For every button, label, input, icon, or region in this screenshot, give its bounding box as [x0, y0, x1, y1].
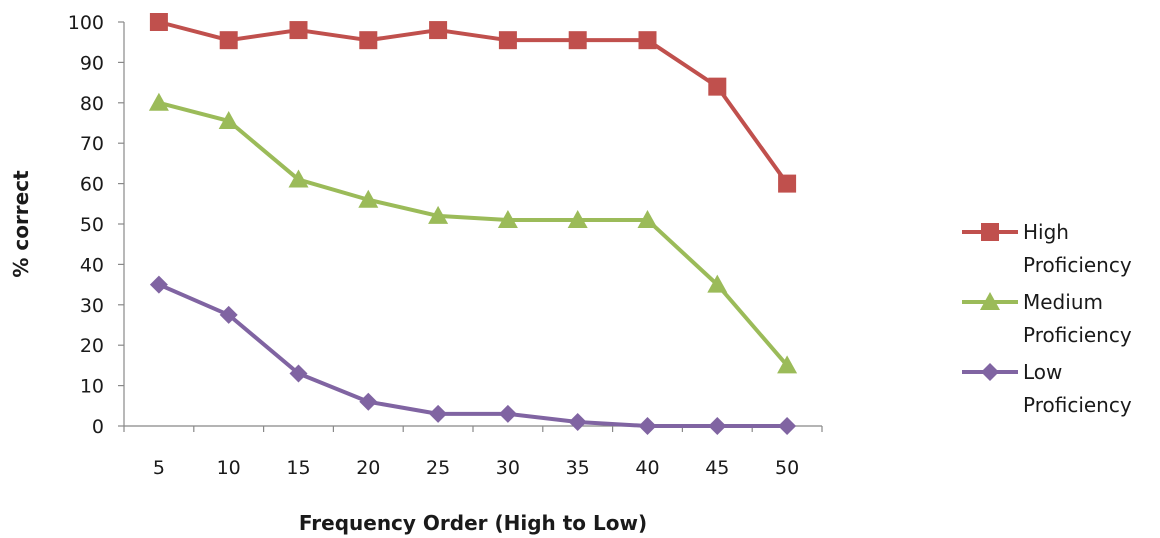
- data-point: [289, 21, 308, 40]
- axes: 0 10 20 30 40 50 60 70 80 90 100 5 10 15 20 25 30 35 40 45…: [68, 12, 823, 479]
- data-point: [359, 392, 378, 411]
- legend-label: Proficiency: [1023, 253, 1132, 277]
- data-point: [778, 417, 797, 435]
- x-tick-label: 20: [356, 457, 380, 479]
- data-point: [568, 31, 587, 50]
- y-tick-label: 70: [80, 133, 104, 155]
- x-tick-label: 30: [496, 457, 520, 479]
- data-point: [638, 31, 657, 50]
- y-tick-label: 20: [80, 335, 104, 357]
- legend-marker: [981, 223, 999, 241]
- y-tick-label: 0: [92, 416, 104, 438]
- legend-label: Proficiency: [1023, 323, 1132, 347]
- series-layer: [148, 13, 798, 435]
- data-point: [428, 205, 449, 224]
- data-point: [148, 92, 169, 111]
- x-tick-label: 45: [705, 457, 729, 479]
- x-ticks: 5 10 15 20 25 30 35 40 45 50: [123, 426, 823, 479]
- data-point: [567, 209, 588, 228]
- data-point: [497, 209, 518, 228]
- data-point: [359, 31, 378, 50]
- y-tick-label: 50: [80, 214, 104, 236]
- series-line: [158, 100, 789, 367]
- data-point: [778, 174, 797, 193]
- series-line: [158, 282, 788, 428]
- y-tick-label: 10: [80, 376, 104, 398]
- legend-label: Proficiency: [1023, 393, 1132, 417]
- data-point: [288, 169, 309, 188]
- data-point: [637, 209, 658, 228]
- x-tick-label: 25: [426, 457, 450, 479]
- data-point: [149, 13, 168, 31]
- y-tick-label: 100: [68, 12, 104, 34]
- legend: High Proficiency Medium Proficiency Low Profi…: [962, 220, 1132, 417]
- legend-marker: [981, 363, 999, 381]
- y-axis-title: % correct: [9, 170, 33, 278]
- series-diamond: [149, 275, 797, 435]
- y-tick-label: 80: [80, 93, 104, 115]
- legend-item: Medium Proficiency: [962, 290, 1132, 347]
- y-tick-label: 40: [80, 254, 104, 276]
- data-point: [638, 417, 657, 435]
- y-tick-label: 90: [80, 52, 104, 74]
- legend-item: Low Proficiency: [962, 360, 1132, 417]
- data-point: [708, 77, 727, 96]
- legend-item: High Proficiency: [962, 220, 1132, 277]
- data-point: [429, 404, 448, 423]
- data-point: [219, 31, 238, 50]
- y-ticks: 0 10 20 30 40 50 60 70 80 90 100: [68, 12, 124, 438]
- y-tick-label: 60: [80, 174, 104, 196]
- legend-label: Low: [1023, 360, 1062, 384]
- x-tick-label: 50: [775, 457, 799, 479]
- series-square: [149, 13, 797, 193]
- series-line: [158, 20, 789, 185]
- x-axis-title: Frequency Order (High to Low): [299, 511, 647, 535]
- data-point: [289, 364, 308, 383]
- data-point: [149, 275, 168, 294]
- data-point: [218, 110, 239, 129]
- legend-marker: [980, 292, 1000, 310]
- data-point: [568, 412, 587, 431]
- y-tick-label: 30: [80, 295, 104, 317]
- legend-label: High: [1023, 220, 1069, 244]
- data-point: [707, 274, 728, 293]
- data-point: [498, 404, 517, 423]
- data-point: [777, 355, 798, 374]
- series-triangle: [148, 92, 798, 374]
- data-point: [219, 305, 238, 324]
- data-point: [708, 417, 727, 435]
- data-point: [358, 189, 379, 208]
- x-tick-label: 40: [635, 457, 659, 479]
- data-point: [429, 21, 448, 40]
- x-tick-label: 5: [153, 457, 165, 479]
- x-tick-label: 10: [217, 457, 241, 479]
- legend-label: Medium: [1023, 290, 1103, 314]
- x-tick-label: 35: [566, 457, 590, 479]
- data-point: [498, 31, 517, 50]
- x-tick-label: 15: [286, 457, 310, 479]
